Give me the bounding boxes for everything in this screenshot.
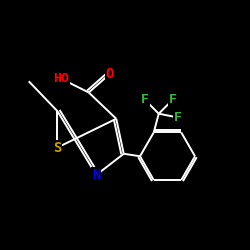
Text: F: F — [168, 94, 176, 106]
Text: F: F — [141, 94, 149, 106]
Text: HO: HO — [53, 72, 69, 85]
Text: O: O — [106, 67, 114, 81]
Text: F: F — [174, 111, 182, 124]
Text: S: S — [53, 140, 62, 154]
Text: N: N — [92, 168, 100, 182]
